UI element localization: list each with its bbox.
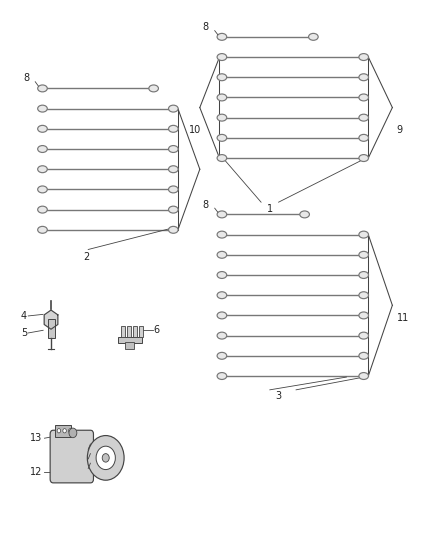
Ellipse shape	[358, 114, 367, 121]
Ellipse shape	[358, 74, 367, 80]
Circle shape	[68, 429, 72, 433]
Ellipse shape	[217, 211, 226, 218]
Ellipse shape	[168, 105, 178, 112]
Ellipse shape	[358, 271, 367, 278]
Bar	[117, 337, 142, 343]
Circle shape	[63, 429, 66, 433]
Ellipse shape	[217, 134, 226, 141]
Ellipse shape	[217, 74, 226, 80]
Bar	[47, 319, 54, 338]
Ellipse shape	[168, 186, 178, 193]
Text: 3: 3	[275, 391, 281, 401]
Ellipse shape	[358, 54, 367, 61]
Ellipse shape	[38, 186, 47, 193]
Ellipse shape	[217, 94, 226, 101]
Ellipse shape	[168, 166, 178, 173]
Ellipse shape	[38, 105, 47, 112]
Text: 8: 8	[202, 200, 208, 210]
Text: 12: 12	[30, 467, 42, 477]
Ellipse shape	[217, 231, 226, 238]
Ellipse shape	[358, 373, 367, 379]
Ellipse shape	[217, 271, 226, 278]
Ellipse shape	[358, 252, 367, 259]
Polygon shape	[44, 310, 58, 329]
Circle shape	[57, 429, 60, 433]
Text: 6: 6	[153, 325, 159, 335]
Text: 1: 1	[266, 204, 272, 214]
Bar	[121, 326, 125, 337]
Ellipse shape	[358, 155, 367, 161]
Ellipse shape	[168, 146, 178, 152]
Ellipse shape	[358, 134, 367, 141]
Ellipse shape	[217, 34, 226, 41]
Ellipse shape	[299, 211, 309, 218]
Bar	[125, 342, 134, 349]
Text: 9: 9	[396, 125, 402, 135]
Circle shape	[102, 454, 109, 462]
Ellipse shape	[38, 85, 47, 92]
Ellipse shape	[38, 166, 47, 173]
Ellipse shape	[217, 252, 226, 259]
Ellipse shape	[358, 292, 367, 298]
FancyBboxPatch shape	[50, 430, 93, 483]
Bar	[139, 326, 143, 337]
Bar	[127, 326, 131, 337]
Text: 5: 5	[21, 328, 27, 338]
Ellipse shape	[358, 231, 367, 238]
Text: 2: 2	[83, 252, 89, 262]
Ellipse shape	[358, 94, 367, 101]
Text: 10: 10	[188, 125, 201, 135]
Ellipse shape	[217, 332, 226, 339]
Ellipse shape	[168, 227, 178, 233]
Ellipse shape	[358, 312, 367, 319]
Text: 8: 8	[202, 22, 208, 33]
Ellipse shape	[358, 332, 367, 339]
Ellipse shape	[217, 155, 226, 161]
Ellipse shape	[168, 206, 178, 213]
Text: 8: 8	[23, 74, 29, 83]
Ellipse shape	[168, 125, 178, 132]
Ellipse shape	[38, 206, 47, 213]
Circle shape	[87, 435, 124, 480]
Ellipse shape	[38, 146, 47, 152]
Ellipse shape	[217, 114, 226, 121]
Ellipse shape	[38, 227, 47, 233]
Circle shape	[96, 446, 115, 470]
Ellipse shape	[217, 312, 226, 319]
Text: 4: 4	[21, 311, 27, 321]
Ellipse shape	[217, 54, 226, 61]
Text: 13: 13	[30, 433, 42, 443]
Ellipse shape	[38, 125, 47, 132]
Ellipse shape	[148, 85, 158, 92]
Text: 11: 11	[396, 312, 408, 322]
Ellipse shape	[217, 373, 226, 379]
Ellipse shape	[217, 292, 226, 298]
Ellipse shape	[358, 352, 367, 359]
Ellipse shape	[217, 352, 226, 359]
Bar	[133, 326, 137, 337]
Bar	[54, 425, 71, 437]
Circle shape	[69, 428, 77, 438]
Ellipse shape	[308, 34, 318, 41]
